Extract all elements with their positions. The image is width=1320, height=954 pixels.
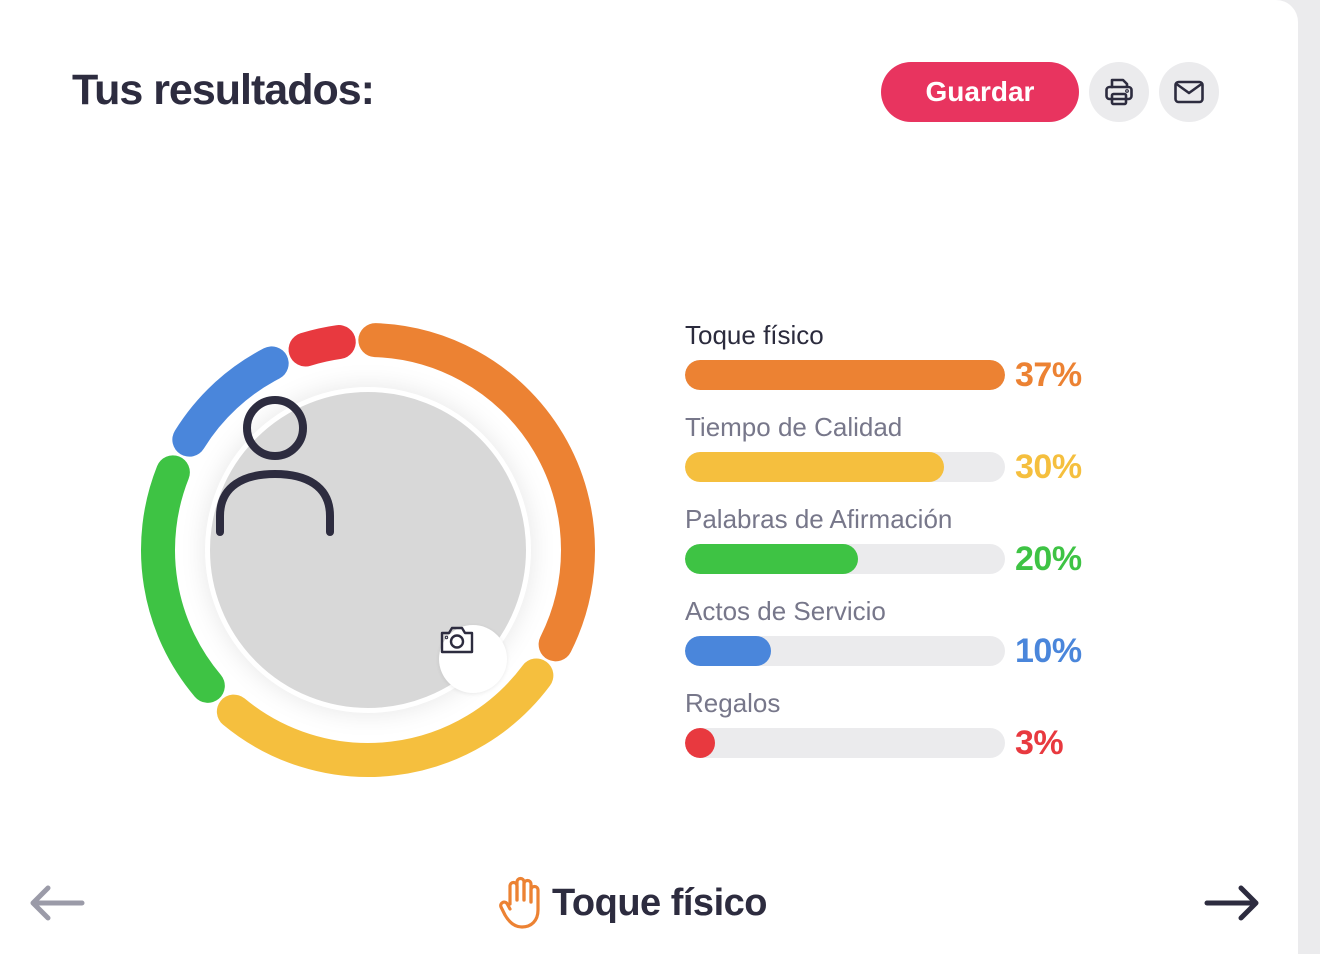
arrow-right-icon xyxy=(1204,885,1259,921)
result-label: Toque físico xyxy=(685,320,824,350)
result-percent: 37% xyxy=(1015,356,1082,394)
result-row: Tiempo de Calidad 30% xyxy=(685,410,1105,502)
result-row: Regalos 3% xyxy=(685,686,1105,778)
ring-segment xyxy=(288,325,356,367)
user-icon xyxy=(216,396,334,536)
result-percent: 3% xyxy=(1015,724,1064,762)
result-row: Actos de Servicio 10% xyxy=(685,594,1105,686)
page-title: Tus resultados: xyxy=(72,66,375,114)
result-bar-fill xyxy=(685,544,858,574)
ring-segment xyxy=(216,658,554,777)
result-row: Palabras de Afirmación 20% xyxy=(685,502,1105,594)
result-percent: 10% xyxy=(1015,632,1082,670)
results-ring-chart xyxy=(130,312,606,788)
hand-icon xyxy=(499,876,540,929)
camera-icon xyxy=(440,626,474,654)
email-button[interactable] xyxy=(1159,62,1219,122)
result-percent: 30% xyxy=(1015,448,1082,486)
result-percent: 20% xyxy=(1015,540,1082,578)
result-bar-fill xyxy=(685,636,772,666)
envelope-icon xyxy=(1174,80,1204,104)
current-language-label: Toque físico xyxy=(498,876,767,930)
result-bar-fill xyxy=(685,360,1005,390)
result-label: Regalos xyxy=(685,688,781,718)
result-bar-track xyxy=(685,452,1005,482)
arrow-left-icon xyxy=(30,885,85,921)
printer-icon xyxy=(1105,78,1133,106)
result-bar-track xyxy=(685,544,1005,574)
result-bar-track xyxy=(685,360,1005,390)
result-bar-track xyxy=(685,636,1005,666)
next-button[interactable] xyxy=(1202,876,1262,930)
ring-segment xyxy=(141,455,225,703)
result-label: Tiempo de Calidad xyxy=(685,412,903,442)
current-language-text: Toque físico xyxy=(552,881,767,924)
result-label: Actos de Servicio xyxy=(685,596,886,626)
result-row: Toque físico 37% xyxy=(685,318,1105,410)
result-label: Palabras de Afirmación xyxy=(685,504,953,534)
ring-segment xyxy=(358,323,595,662)
change-photo-button[interactable] xyxy=(439,625,507,693)
previous-button[interactable] xyxy=(27,876,87,930)
result-bar-track xyxy=(685,728,1005,758)
results-list: Toque físico 37% Tiempo de Calidad 30% Palab… xyxy=(685,318,1105,778)
result-bar-fill xyxy=(685,728,715,758)
save-button[interactable]: Guardar xyxy=(881,62,1079,122)
result-bar-fill xyxy=(685,452,945,482)
print-button[interactable] xyxy=(1089,62,1149,122)
ring-segment xyxy=(172,346,289,457)
